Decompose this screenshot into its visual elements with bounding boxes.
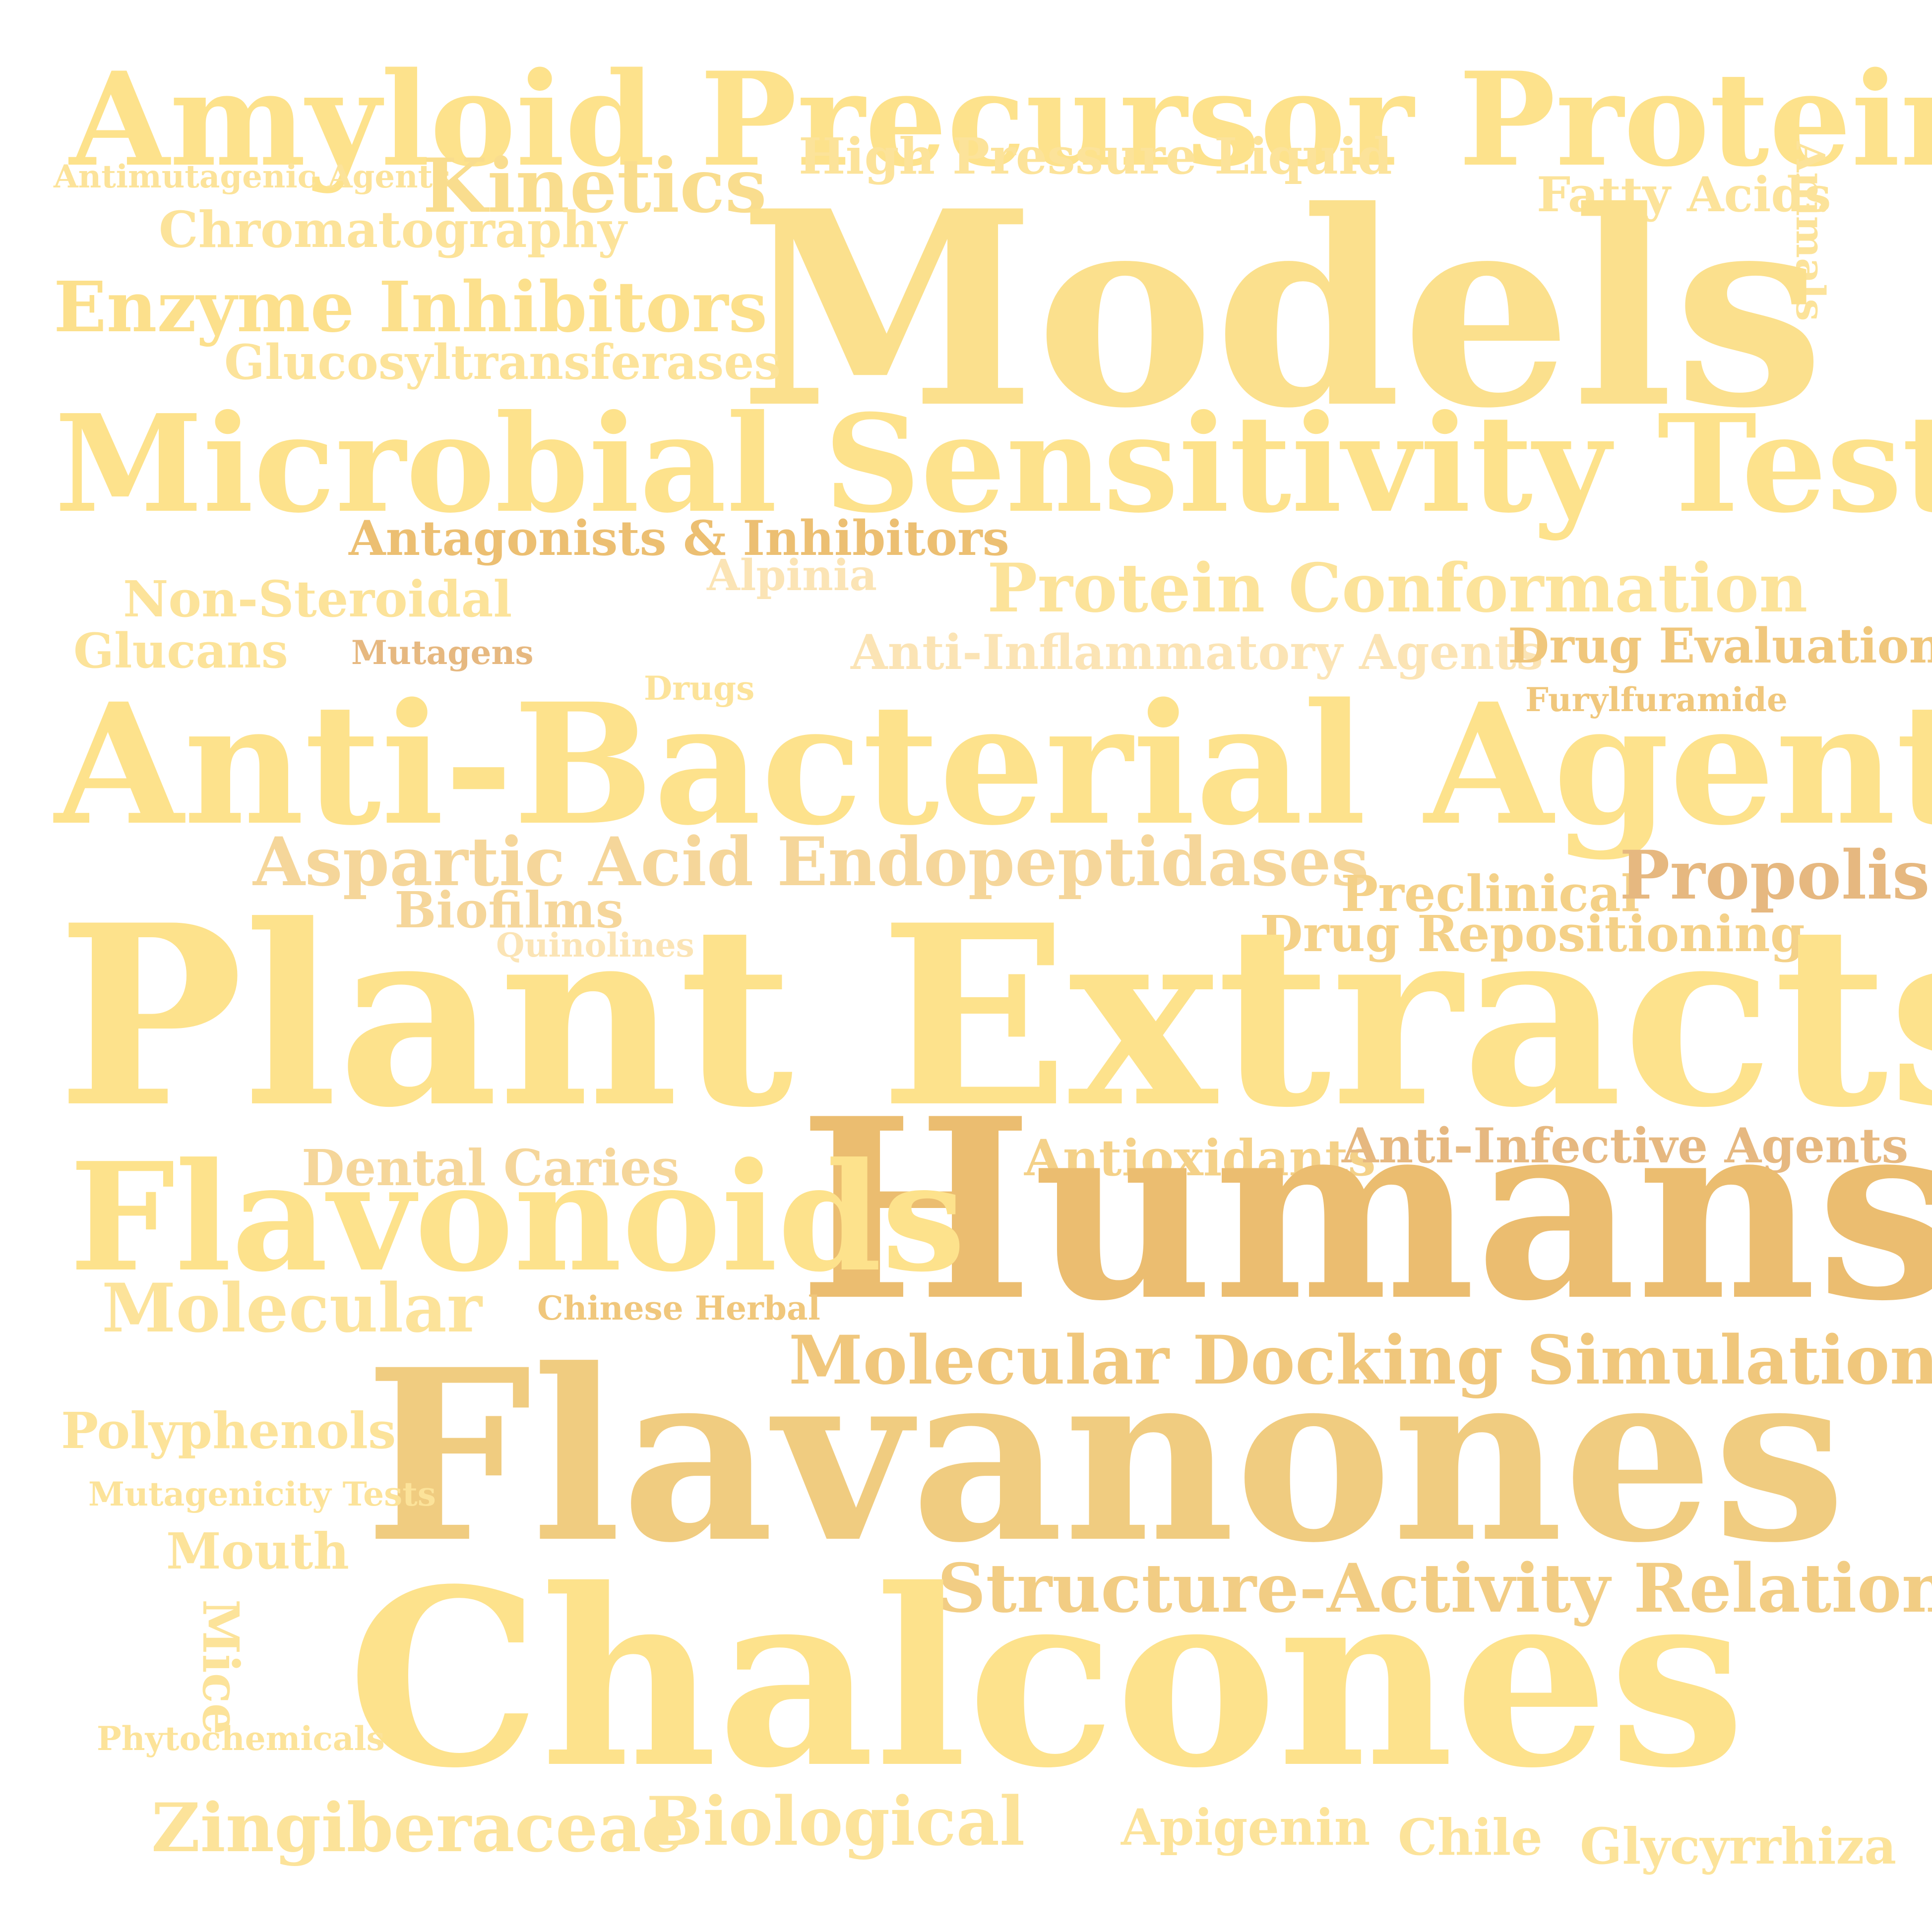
word-drug-evaluation: Drug Evaluation <box>1508 618 1932 674</box>
word-molecular-docking-simulation: Molecular Docking Simulation <box>789 1321 1932 1399</box>
word-glucosyltransferases: Glucosyltransferases <box>224 334 781 390</box>
word-aspartic-acid-endopeptidases: Aspartic Acid Endopeptidases <box>253 822 1369 901</box>
word-kinetics: Kinetics <box>423 142 767 230</box>
word-chile: Chile <box>1398 1808 1543 1867</box>
word-chromatography: Chromatography <box>159 200 627 259</box>
word-chalcones: Chalcones <box>347 1536 1745 1821</box>
word-dental-caries: Dental Caries <box>302 1139 680 1197</box>
word-flavanones: Flavanones <box>365 1318 1846 1595</box>
word-furylfuramide: Furylfuramide <box>1525 680 1788 719</box>
word-glucans: Glucans <box>73 623 288 679</box>
word-biofilms: Biofilms <box>394 881 624 939</box>
word-humans: Humans <box>799 1064 1932 1355</box>
word-fatty-acids: Fatty Acids <box>1537 167 1831 223</box>
word-mutagens: Mutagens <box>351 633 534 672</box>
word-structure-activity-relationship: Structure-Activity Relationship <box>937 1549 1932 1628</box>
word-non-steroidal: Non-Steroidal <box>123 570 512 628</box>
word-mice: Mice <box>191 1599 250 1735</box>
word-amyloid-precursor-protein-secretases: Amyloid Precursor Protein Secretases <box>69 44 1932 195</box>
word-molecular: Molecular <box>102 1268 482 1347</box>
word-phytochemicals: Phytochemicals <box>97 1719 385 1758</box>
word-drugs: Drugs <box>644 669 755 708</box>
word-anti-bacterial-agents: Anti-Bacterial Agents <box>55 667 1932 862</box>
word-zingiberaceae: Zingiberaceae <box>151 1788 685 1867</box>
word-mutagenicity-tests: Mutagenicity Tests <box>88 1475 436 1513</box>
word-enzyme-inhibitors: Enzyme Inhibitors <box>54 267 768 348</box>
word-apigenin: Apigenin <box>1121 1798 1371 1857</box>
word-microbial-sensitivity-tests: Microbial Sensitivity Tests <box>55 385 1932 543</box>
word-alpinia: Alpinia <box>707 550 877 601</box>
word-preclinical: Preclinical <box>1341 864 1640 923</box>
word-models: Models <box>739 153 1825 467</box>
word-drug-repositioning: Drug Repositioning <box>1260 905 1805 963</box>
word-propolis: Propolis <box>1620 836 1930 914</box>
word-flavonoids: Flavonoids <box>69 1130 966 1305</box>
word-antagonists-inhibitors: Antagonists & Inhibitors <box>349 510 1009 566</box>
word-antimutagenic-agents: Antimutagenic Agents <box>54 158 451 195</box>
word-plant-extracts: Plant Extracts <box>57 871 1932 1162</box>
word-mouth: Mouth <box>166 1522 349 1580</box>
word-anti-infective-agents: Anti-Infective Agents <box>1342 1118 1909 1174</box>
word-protein-conformation: Protein Conformation <box>987 548 1808 627</box>
word-chinese-herbal: Chinese Herbal <box>537 1289 820 1328</box>
word-quinolines: Quinolines <box>496 926 694 965</box>
word-glycyrrhiza: Glycyrrhiza <box>1580 1817 1897 1875</box>
word-polyphenols: Polyphenols <box>61 1401 396 1460</box>
word-biological: Biological <box>646 1782 1025 1861</box>
word-antioxidants: Antioxidants <box>1024 1129 1376 1187</box>
word-anti-inflammatory-agents: Anti-Inflammatory Agents <box>851 624 1544 680</box>
word-high-pressure-liquid: High Pressure Liquid <box>799 127 1392 185</box>
